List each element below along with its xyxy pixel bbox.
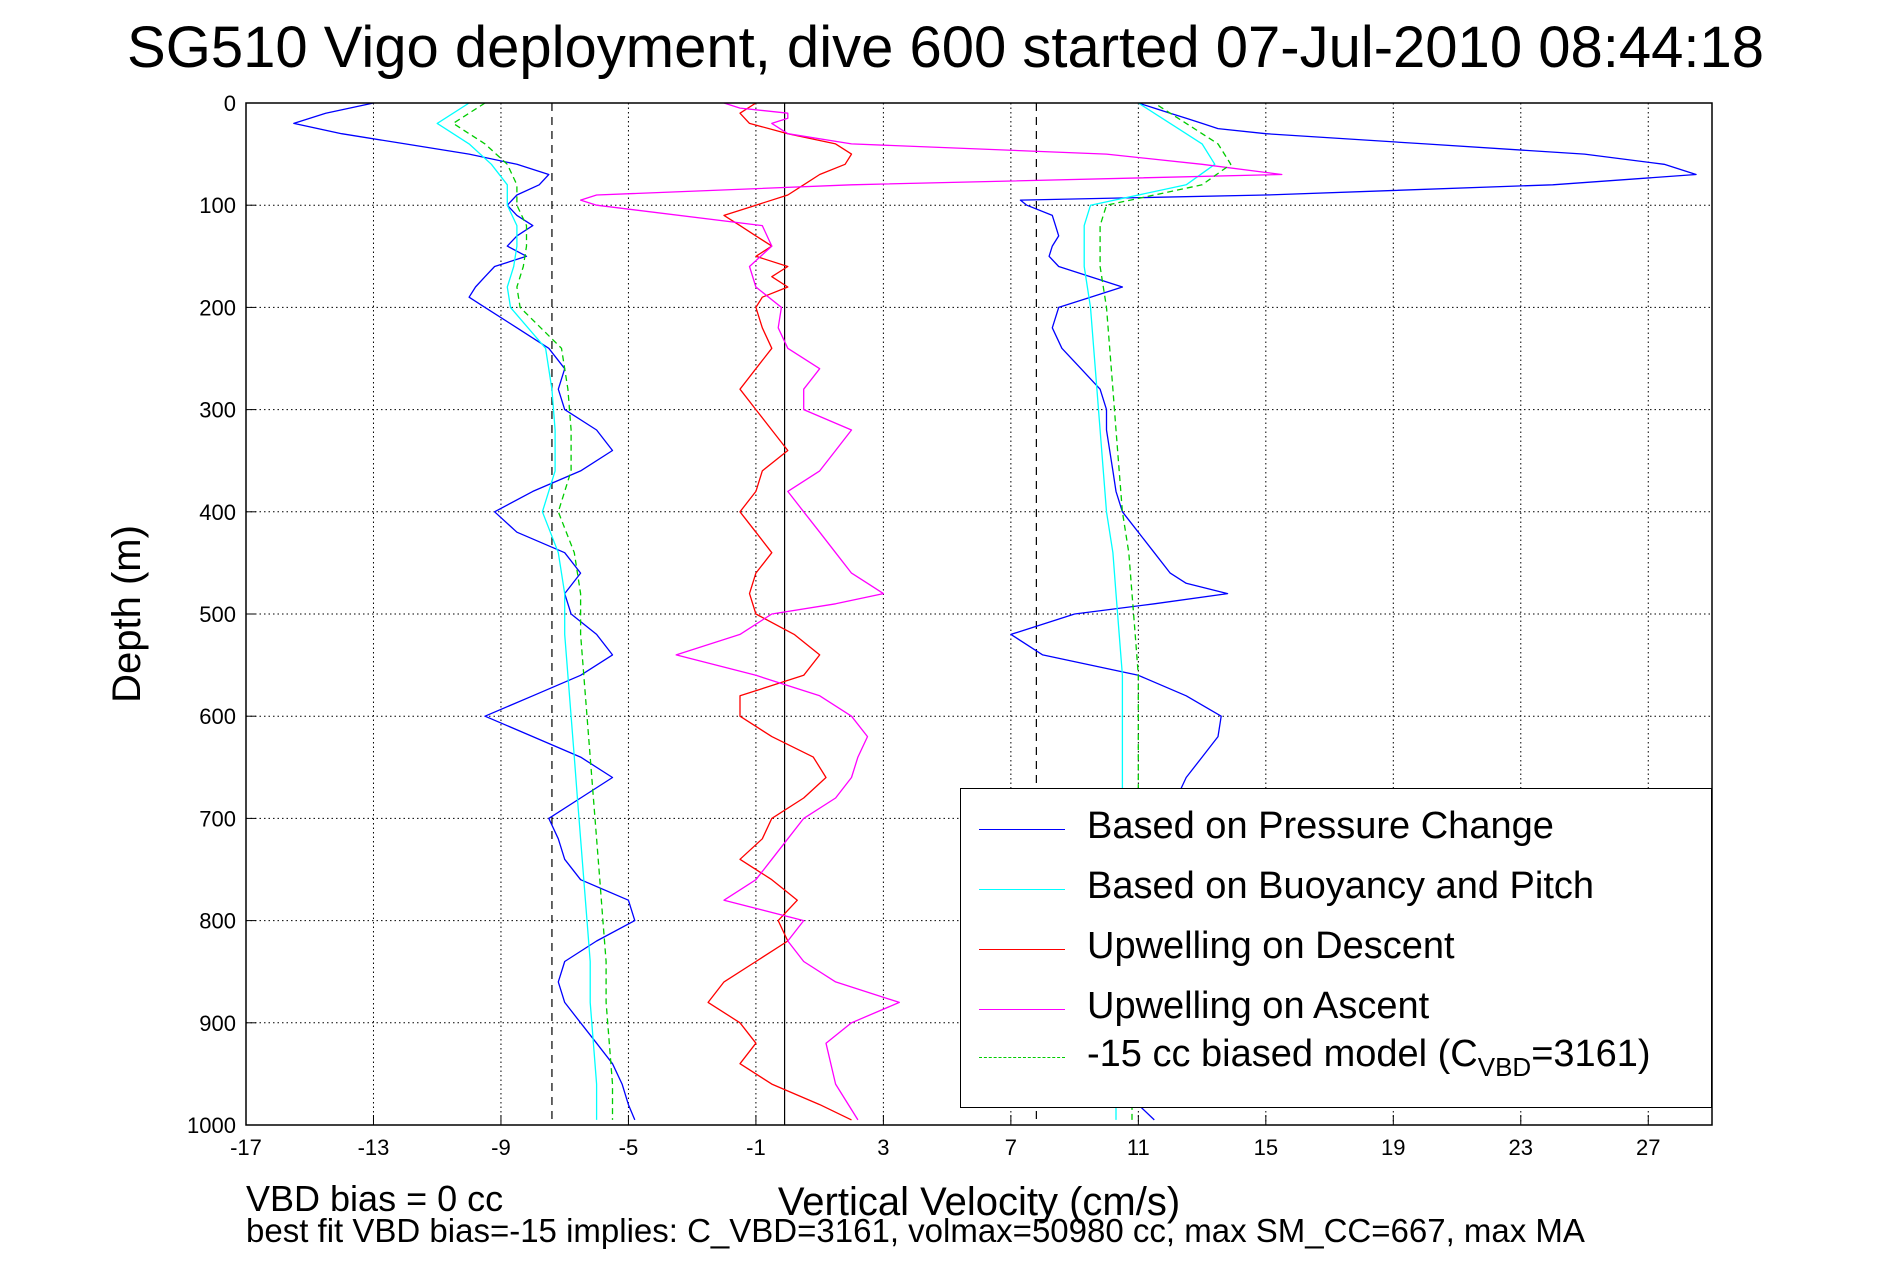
- footer-fit-text: best fit VBD bias=-15 implies: C_VBD=316…: [246, 1212, 1585, 1249]
- series-line-0-descent: [293, 102, 636, 1121]
- legend-label: Upwelling on Descent: [1087, 925, 1455, 967]
- x-tick-label: 3: [877, 1135, 889, 1160]
- y-tick-label: 700: [199, 806, 236, 831]
- y-tick-label: 1000: [187, 1113, 236, 1138]
- legend-label: Based on Buoyancy and Pitch: [1087, 865, 1595, 907]
- x-tick-label: 15: [1254, 1135, 1278, 1160]
- y-tick-label: 300: [199, 398, 236, 423]
- legend-swatch: [979, 1057, 1065, 1058]
- legend-item-pressure: Based on Pressure Change: [979, 805, 1699, 853]
- y-axis-label: Depth (m): [105, 525, 149, 703]
- legend-label: Upwelling on Ascent: [1087, 985, 1430, 1027]
- legend-swatch: [979, 949, 1065, 950]
- reference-lines: [551, 103, 1037, 1125]
- series-line-4-descent: [452, 102, 614, 1120]
- legend-label: Based on Pressure Change: [1087, 805, 1554, 847]
- x-tick-label: -17: [230, 1135, 262, 1160]
- series-line-1-descent: [436, 102, 598, 1120]
- x-axis-label: Vertical Velocity (cm/s): [778, 1180, 1180, 1224]
- y-tick-label: 500: [199, 602, 236, 627]
- series-line-3: [579, 102, 1283, 1121]
- x-tick-label: 7: [1005, 1135, 1017, 1160]
- y-tick-label: 0: [224, 91, 236, 116]
- legend-swatch: [979, 889, 1065, 890]
- x-tick-label: 11: [1127, 1135, 1150, 1160]
- x-tick-label: 27: [1636, 1135, 1660, 1160]
- x-tick-label: -9: [491, 1135, 511, 1160]
- x-tick-label: -13: [358, 1135, 390, 1160]
- chart-title: SG510 Vigo deployment, dive 600 started …: [127, 15, 1764, 80]
- legend-swatch: [979, 1009, 1065, 1010]
- legend-item-ascent: Upwelling on Ascent: [979, 985, 1699, 1033]
- legend-label: -15 cc biased model (CVBD=3161): [1087, 1033, 1651, 1082]
- x-tick-label: 19: [1381, 1135, 1405, 1160]
- legend-swatch: [979, 829, 1065, 830]
- x-tick-label: 23: [1509, 1135, 1533, 1160]
- y-tick-label: 600: [199, 704, 236, 729]
- y-tick-label: 200: [199, 295, 236, 320]
- y-tick-label: 400: [199, 500, 236, 525]
- x-axis-ticks: -17 -13 -9 -5 -1 3 7 11 15 19 23 27: [230, 1115, 1661, 1160]
- footer-bias-text: VBD bias = 0 cc: [246, 1178, 504, 1219]
- legend-item-model: -15 cc biased model (CVBD=3161): [979, 1033, 1699, 1082]
- x-tick-label: -5: [619, 1135, 639, 1160]
- y-tick-label: 900: [199, 1011, 236, 1036]
- legend: Based on Pressure Change Based on Buoyan…: [960, 788, 1712, 1108]
- y-axis-ticks: 0 100 200 300 400 500 600 700 800 900 1000: [187, 91, 256, 1138]
- x-tick-label: -1: [746, 1135, 766, 1160]
- y-tick-label: 100: [199, 193, 236, 218]
- series-line-2: [707, 102, 853, 1121]
- y-tick-label: 800: [199, 909, 236, 934]
- legend-item-buoyancy: Based on Buoyancy and Pitch: [979, 865, 1699, 913]
- legend-item-descent: Upwelling on Descent: [979, 925, 1699, 973]
